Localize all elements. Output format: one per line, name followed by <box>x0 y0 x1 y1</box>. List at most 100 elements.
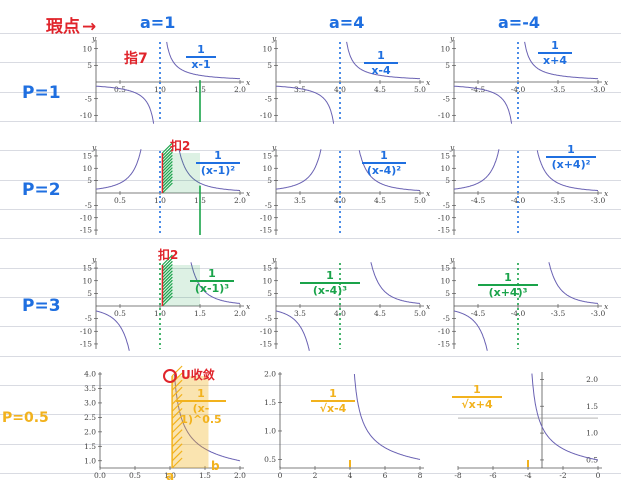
fraction-note: 1 (x-1)^0.5 <box>176 388 226 425</box>
y-tick-label: 2.5 <box>84 413 96 422</box>
fraction-bar <box>300 282 360 284</box>
x-tick-label: 3.5 <box>294 85 306 94</box>
row-label-p2: P=2 <box>22 180 61 200</box>
curve-series <box>454 85 513 124</box>
fraction-numerator: 1 <box>567 143 575 156</box>
hatch-stroke <box>171 393 183 405</box>
curve-series <box>531 373 598 461</box>
plot-p1-a1: 105-5-100.51.01.52.0xy <box>80 34 251 124</box>
ruled-line <box>0 356 621 357</box>
fraction-numerator: 1 <box>504 271 512 284</box>
y-tick-label: 2.0 <box>264 370 276 379</box>
y-tick-label: -10 <box>80 111 92 120</box>
x-tick-label: 0 <box>278 471 283 480</box>
fraction-numerator: 1 <box>208 267 216 280</box>
y-tick-label: -5 <box>85 201 93 210</box>
fraction-bar <box>478 284 538 286</box>
arrow-icon: → <box>82 17 97 37</box>
hatch-stroke <box>171 386 183 398</box>
y-tick-label: -5 <box>443 201 451 210</box>
y-tick-label: 10 <box>82 44 92 53</box>
fraction-bar <box>186 56 216 58</box>
y-tick-label: -10 <box>438 213 450 222</box>
fraction-numerator: 1 <box>214 149 222 162</box>
row-label-p05: P=0.5 <box>2 410 49 426</box>
hatch-stroke <box>161 282 173 294</box>
ruled-line <box>0 238 621 239</box>
y-tick-label: 15 <box>262 264 272 273</box>
hatch-stroke <box>171 415 183 426</box>
fraction-bar <box>538 52 572 54</box>
y-tick-label: 2.0 <box>84 427 96 436</box>
y-axis-label: y <box>271 34 277 43</box>
y-axis-label: y <box>449 143 455 152</box>
bound-label-a: a <box>166 469 175 483</box>
y-tick-label: -10 <box>438 111 450 120</box>
x-tick-label: -6 <box>489 471 497 480</box>
hatch-stroke <box>161 142 173 154</box>
curve-series <box>173 373 241 462</box>
x-tick-label: -4.0 <box>511 85 526 94</box>
y-tick-label: -10 <box>80 213 92 222</box>
y-tick-label: -5 <box>265 314 273 323</box>
ruled-line <box>0 473 621 474</box>
curve-series <box>453 310 488 351</box>
hatch-stroke <box>161 145 173 157</box>
x-tick-label: 0.5 <box>114 309 126 318</box>
y-tick-label: -5 <box>265 94 273 103</box>
ruled-line <box>0 150 621 151</box>
hatch-stroke <box>161 279 173 291</box>
hatch-stroke <box>171 450 183 462</box>
hatch-stroke <box>161 289 173 301</box>
x-tick-label: 4 <box>348 471 353 480</box>
x-tick-label: -3.0 <box>591 309 606 318</box>
ruled-line <box>0 385 621 386</box>
y-tick-label: 15 <box>82 152 92 161</box>
x-tick-label: -2 <box>559 471 567 480</box>
x-tick-label: 1.5 <box>199 471 211 480</box>
fraction-bar <box>190 280 234 282</box>
y-tick-label: 5 <box>445 61 450 70</box>
y-tick-label: 3.0 <box>84 399 96 408</box>
ruled-line <box>0 414 621 415</box>
plot-p2-a-minus4: 15 10 5 -5 -10 -15 -4.5 -4.0 -3.5 -3.0x y <box>438 143 609 235</box>
x-tick-label: -3.5 <box>551 196 566 205</box>
bound-label-b: b <box>211 459 220 473</box>
fraction-note: 1 x-1 <box>186 44 216 70</box>
y-tick-label: 10 <box>262 276 272 285</box>
fraction-note: 1 (x-4)² <box>362 150 406 176</box>
column-label-a-minus4: a=-4 <box>498 13 540 32</box>
y-tick-label: 10 <box>262 164 272 173</box>
curve-series <box>166 41 241 80</box>
y-axis-label: y <box>271 255 277 264</box>
x-tick-label: 5.0 <box>414 309 426 318</box>
fraction-denominator: x+4 <box>543 54 567 67</box>
singularity-circle <box>163 369 177 383</box>
ruled-line <box>0 92 621 93</box>
x-tick-label: 4.0 <box>334 85 346 94</box>
x-axis-label: x <box>604 189 609 198</box>
hatch-stroke <box>161 260 173 272</box>
ruled-line <box>0 444 621 445</box>
fraction-numerator: 1 <box>197 387 205 400</box>
y-tick-label: 5 <box>267 176 272 185</box>
x-tick-label: 0.5 <box>114 85 126 94</box>
fraction-note: 1 √x+4 <box>452 384 502 410</box>
x-tick-label: 2.0 <box>234 196 246 205</box>
fraction-denominator: (x+4)² <box>551 158 591 171</box>
curve-series <box>96 149 142 190</box>
x-tick-label: 2.0 <box>234 471 246 480</box>
y-tick-label: -15 <box>438 226 450 235</box>
y-tick-label: -10 <box>80 327 92 336</box>
fraction-denominator: √x+4 <box>461 398 493 411</box>
fraction-bar <box>364 62 398 64</box>
hatch-stroke <box>171 429 183 441</box>
y-tick-label: 1.0 <box>264 427 276 436</box>
y-tick-label: -15 <box>438 340 450 349</box>
x-tick-label: 1.5 <box>194 309 206 318</box>
y-axis-label: y <box>91 255 97 264</box>
curve-series <box>454 149 500 190</box>
y-tick-label: 2.0 <box>586 375 598 384</box>
annotation-word: 扣2 <box>158 248 179 262</box>
